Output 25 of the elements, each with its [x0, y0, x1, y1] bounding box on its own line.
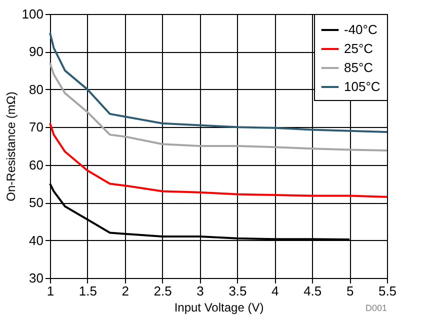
x-tick-label: 3.5: [228, 284, 247, 298]
x-tick-label: 4.5: [304, 284, 322, 298]
x-tick-label: 2.5: [154, 284, 172, 298]
y-tick-label: 50: [29, 195, 44, 210]
x-tick-label: 1.5: [78, 284, 97, 298]
x-axis-title: Input Voltage (V): [174, 300, 264, 314]
y-tick-label: 70: [29, 120, 44, 135]
y-tick-label: 90: [29, 44, 44, 60]
legend-label: 105°C: [344, 79, 380, 94]
x-tick-label: 4: [272, 284, 279, 298]
y-tick-label: 30: [29, 270, 44, 286]
y-tick-label: 40: [29, 232, 44, 248]
y-tick-label: 60: [29, 157, 44, 172]
text: D001: [365, 303, 387, 313]
x-tick-label: 3: [196, 284, 204, 298]
y-tick-label: 100: [22, 6, 44, 22]
x-tick-label: 5.5: [378, 284, 397, 298]
y-tick-label: 80: [29, 82, 44, 97]
x-tick-label: 2: [122, 284, 130, 298]
legend-label: 85°C: [344, 60, 374, 75]
legend-label: 25°C: [344, 41, 374, 56]
legend-label: -40°C: [344, 22, 378, 37]
y-axis-title: On-Resistance (mΩ): [4, 92, 18, 202]
x-tick-label: 1: [46, 284, 54, 298]
x-tick-label: 5: [346, 284, 354, 298]
